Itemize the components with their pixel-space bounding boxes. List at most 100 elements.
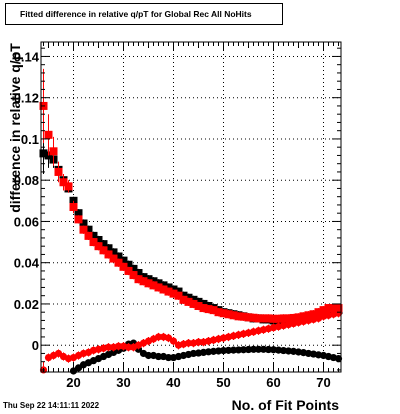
plot-frame (40, 41, 342, 373)
data-point-square (324, 304, 333, 313)
data-point-circle (184, 339, 193, 347)
data-point-circle (164, 353, 173, 362)
data-point-square (239, 312, 248, 321)
data-point-square (254, 314, 263, 323)
data-point-square (69, 203, 78, 211)
data-point-square (219, 309, 228, 318)
data-point-square (114, 252, 123, 261)
data-point-square (234, 312, 243, 321)
data-point-square (84, 231, 93, 240)
data-point-circle (249, 345, 258, 353)
data-point-circle (124, 343, 133, 351)
data-point-square (319, 306, 328, 315)
data-point-square (249, 313, 258, 322)
data-point-square (329, 304, 338, 313)
data-point-square (149, 281, 158, 290)
data-point-square (44, 130, 53, 139)
data-point-square (74, 209, 83, 218)
x-tick-label: 20 (66, 375, 80, 390)
y-tick-label: 0.02 (14, 297, 39, 312)
data-point-square (124, 260, 133, 269)
data-point-circle (254, 345, 263, 353)
data-point-square (199, 304, 208, 313)
x-axis-label: No. of Fit Points (231, 397, 339, 413)
x-tick-label: 50 (216, 375, 230, 390)
x-tick-label: 60 (266, 375, 280, 390)
data-point-circle (154, 352, 163, 361)
y-axis-label: difference in relative q/pT (7, 43, 23, 213)
data-point-square (79, 219, 88, 228)
data-point-square (304, 311, 313, 320)
series-1 (39, 68, 343, 323)
data-point-square (134, 269, 143, 277)
data-point-square (89, 238, 98, 247)
data-point-square (109, 248, 118, 257)
data-point-square (59, 178, 68, 187)
data-point-square (74, 215, 83, 224)
y-tick-label: 0.12 (14, 91, 39, 106)
data-point-square (94, 242, 103, 251)
data-point-square (139, 277, 148, 286)
data-point-square (189, 299, 198, 308)
data-point-square (104, 244, 113, 253)
data-point-circle (334, 354, 343, 363)
series-2 (69, 339, 343, 375)
data-point-square (129, 271, 138, 280)
data-point-square (289, 313, 298, 322)
data-point-square (279, 314, 288, 323)
data-point-square (314, 308, 323, 317)
data-point-circle (104, 343, 113, 351)
data-point-square (214, 308, 223, 317)
data-point-square (164, 287, 173, 296)
data-point-circle (114, 342, 123, 350)
x-tick-label: 40 (166, 375, 180, 390)
data-point-square (204, 305, 213, 314)
data-point-square (229, 311, 238, 320)
series-3 (39, 309, 343, 374)
data-point-square (224, 310, 233, 319)
data-point-square (79, 225, 88, 234)
data-point-square (89, 231, 98, 240)
y-tick-label: 0.1 (21, 132, 39, 147)
data-point-square (174, 291, 183, 300)
x-tick-label: 70 (316, 375, 330, 390)
data-point-square (84, 225, 93, 234)
y-tick-label: 0.14 (14, 49, 40, 64)
data-point-square (64, 182, 73, 191)
data-point-square (124, 266, 133, 275)
data-point-square (54, 167, 63, 176)
y-tick-label: 0.06 (14, 214, 39, 229)
y-tick-label: 0 (32, 338, 39, 353)
data-point-square (94, 236, 103, 244)
data-point-square (134, 275, 143, 284)
data-point-square (104, 250, 113, 259)
data-point-square (114, 258, 123, 267)
data-point-square (154, 283, 163, 292)
data-series (39, 68, 343, 375)
data-point-square (129, 264, 138, 273)
data-point-circle (169, 337, 178, 345)
data-point-square (294, 313, 303, 322)
y-tick-label: 0.08 (14, 173, 39, 188)
data-point-square (179, 295, 188, 304)
data-point-square (39, 149, 48, 158)
chart-title: Fitted difference in relative q/pT for G… (5, 3, 283, 25)
data-point-square (119, 262, 128, 271)
y-tick-label: 0.04 (14, 256, 40, 271)
data-point-square (209, 306, 218, 315)
data-point-square (184, 297, 193, 306)
data-point-square (264, 314, 273, 323)
data-point-circle (194, 338, 203, 346)
data-point-circle (334, 309, 343, 317)
data-point-square (159, 285, 168, 294)
data-point-square (284, 314, 293, 323)
data-point-square (309, 310, 318, 319)
data-point-square (194, 302, 203, 310)
data-point-square (259, 314, 268, 323)
data-point-square (274, 314, 283, 323)
data-point-square (269, 314, 278, 323)
data-point-circle (154, 333, 163, 341)
data-point-square (99, 246, 108, 255)
data-point-square (119, 256, 128, 265)
